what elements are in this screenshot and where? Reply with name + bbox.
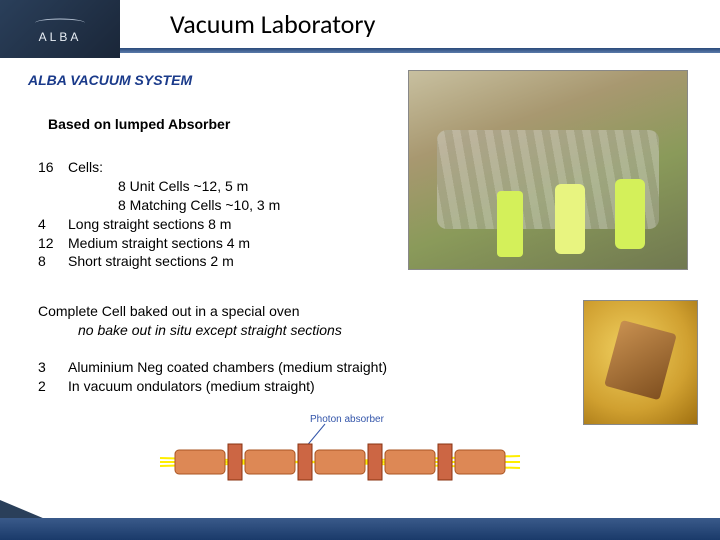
footer-bar <box>0 518 720 540</box>
spec-list: 16 Cells: 8 Unit Cells ~12, 5 m 8 Matchi… <box>38 158 280 271</box>
list-item: 8 Matching Cells ~10, 3 m <box>118 196 280 215</box>
note-line-italic: no bake out in situ except straight sect… <box>78 321 342 340</box>
extra-list: 3 Aluminium Neg coated chambers (medium … <box>38 358 387 396</box>
logo-swoosh-icon <box>35 19 85 28</box>
logo-text: ALBA <box>39 30 82 44</box>
subtitle: Based on lumped Absorber <box>48 116 230 132</box>
header-divider <box>120 48 720 53</box>
slide-header: ALBA Vacuum Laboratory <box>0 0 720 58</box>
chamber-sections <box>175 450 505 474</box>
component-photo <box>583 300 698 425</box>
section-title: ALBA VACUUM SYSTEM <box>28 72 192 88</box>
complete-cell-note: Complete Cell baked out in a special ove… <box>38 302 342 340</box>
list-item: 3 Aluminium Neg coated chambers (medium … <box>38 358 387 377</box>
alba-logo: ALBA <box>0 0 120 58</box>
list-item: 8 Short straight sections 2 m <box>38 252 280 271</box>
list-item: 16 Cells: <box>38 158 280 177</box>
list-item: 12 Medium straight sections 4 m <box>38 234 280 253</box>
list-item: 4 Long straight sections 8 m <box>38 215 280 234</box>
page-title: Vacuum Laboratory <box>170 8 375 40</box>
absorber-diagram: Photon absorber <box>150 410 530 500</box>
tunnel-photo <box>408 70 688 270</box>
list-item: 8 Unit Cells ~12, 5 m <box>118 177 280 196</box>
note-line: Complete Cell baked out in a special ove… <box>38 302 342 321</box>
diagram-label: Photon absorber <box>310 414 385 425</box>
list-item: 2 In vacuum ondulators (medium straight) <box>38 377 387 396</box>
